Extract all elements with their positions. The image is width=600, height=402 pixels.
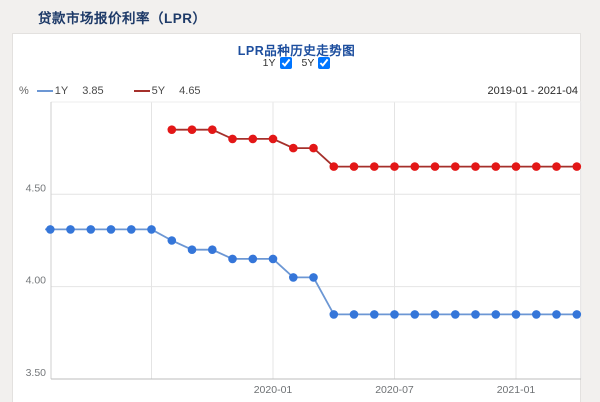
x-axis-label: 2020-07 [375,384,414,396]
data-point-5Y [370,162,379,171]
data-point-5Y [572,162,582,171]
data-point-1Y [329,310,339,319]
data-point-5Y [390,162,399,171]
series-5Y [167,125,582,171]
data-point-1Y [187,245,197,254]
data-point-1Y [390,310,399,319]
data-point-5Y [329,162,339,171]
series-line-1Y [45,228,577,316]
data-point-1Y [127,225,136,234]
legend-item-5y[interactable]: 5Y 4.65 [133,85,201,97]
data-point-5Y [511,162,521,171]
legend-item-1y[interactable]: 1Y 3.85 [36,85,104,97]
y-axis-label: 4.00 [26,275,47,287]
data-point-1Y [349,310,359,319]
data-point-1Y [309,273,318,282]
data-point-5Y [309,143,318,153]
data-point-1Y [268,254,278,264]
legend-value-5y: 4.65 [179,85,201,97]
data-point-1Y [511,310,521,319]
toggle-1y-label: 1Y [262,57,276,69]
date-range-label: 2019-01 - 2021-04 [487,85,578,97]
data-point-1Y [106,225,116,234]
data-point-1Y [370,310,379,319]
legend-name-5y: 5Y [151,85,166,97]
data-point-5Y [552,162,561,171]
data-point-5Y [451,162,460,171]
y-axis-unit: % [19,85,29,97]
data-point-5Y [228,134,237,144]
x-axis-label: 2020-01 [254,384,293,396]
data-point-1Y [248,254,258,264]
toggle-1y[interactable]: 1Y [263,57,292,69]
toggle-1y-checkbox[interactable] [279,57,292,69]
data-point-5Y [532,162,541,171]
series-toggle-row: 1Y 5Y [13,57,580,69]
chart-card: LPR品种历史走势图 1Y 5Y % 1Y 3.85 5Y 4.65 2019-… [12,33,582,402]
data-point-1Y [471,310,480,319]
toggle-5y[interactable]: 5Y [302,57,331,69]
data-point-1Y [46,225,55,234]
data-point-1Y [451,310,460,319]
data-point-1Y [552,310,561,319]
data-point-5Y [248,134,258,144]
data-point-1Y [228,254,237,264]
data-point-1Y [491,310,501,319]
data-point-1Y [410,310,420,319]
series-1Y [26,225,582,319]
toggle-5y-checkbox[interactable] [318,57,331,69]
data-point-1Y [208,245,217,254]
data-point-1Y [147,225,156,234]
toggle-5y-label: 5Y [301,57,315,69]
data-point-1Y [167,236,177,245]
data-point-5Y [268,134,278,144]
data-point-1Y [572,310,582,319]
data-point-5Y [289,143,298,153]
chart-title: LPR品种历史走势图 [237,44,356,58]
data-point-5Y [471,162,480,171]
legend-line-1y-icon [36,90,53,92]
data-point-5Y [491,162,501,171]
trend-chart-canvas: 3.50 4.00 4.50 2020-01 2020-07 2021-01 [26,101,582,396]
data-point-5Y [349,162,359,171]
data-point-1Y [66,225,75,234]
legend-line-5y-icon [133,90,150,92]
data-point-1Y [26,225,35,234]
y-axis-label: 3.50 [26,367,47,379]
y-axis-label: 4.50 [26,182,47,194]
data-point-5Y [430,162,440,171]
legend-name-1y: 1Y [54,85,69,97]
data-point-5Y [410,162,420,171]
legend-row: % 1Y 3.85 5Y 4.65 2019-01 - 2021-04 [19,84,578,98]
legend-value-1y: 3.85 [82,85,104,97]
data-point-1Y [532,310,541,319]
data-point-1Y [86,225,96,234]
data-point-1Y [289,273,298,282]
data-point-5Y [208,125,217,134]
x-axis-label: 2021-01 [497,384,536,396]
data-point-5Y [187,125,197,134]
data-point-1Y [430,310,440,319]
page-title: 贷款市场报价利率（LPR） [38,11,207,26]
data-point-5Y [167,125,177,134]
